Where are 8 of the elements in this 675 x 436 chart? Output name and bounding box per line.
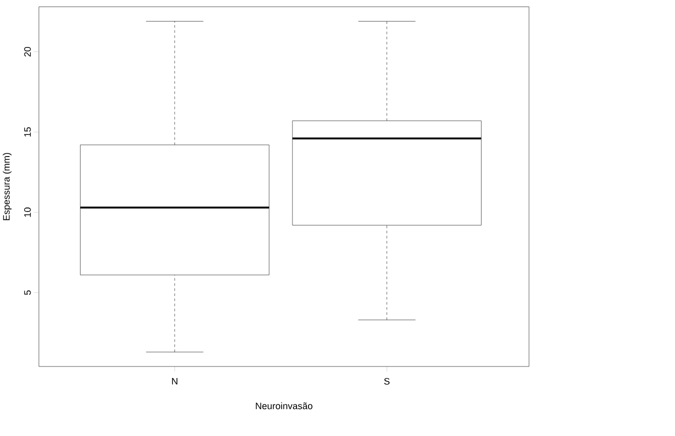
x-tick-label: S xyxy=(384,378,390,384)
y-tick-label: 20 xyxy=(24,46,31,56)
y-tick-label: 15 xyxy=(24,127,31,136)
x-tick-label: N xyxy=(172,378,178,384)
y-tick-label: 10 xyxy=(24,207,31,217)
y-tick-label: 5 xyxy=(24,290,31,295)
y-axis-title: Espessura (mm) xyxy=(2,152,12,220)
x-axis-title: Neuroinvasão xyxy=(256,402,312,410)
